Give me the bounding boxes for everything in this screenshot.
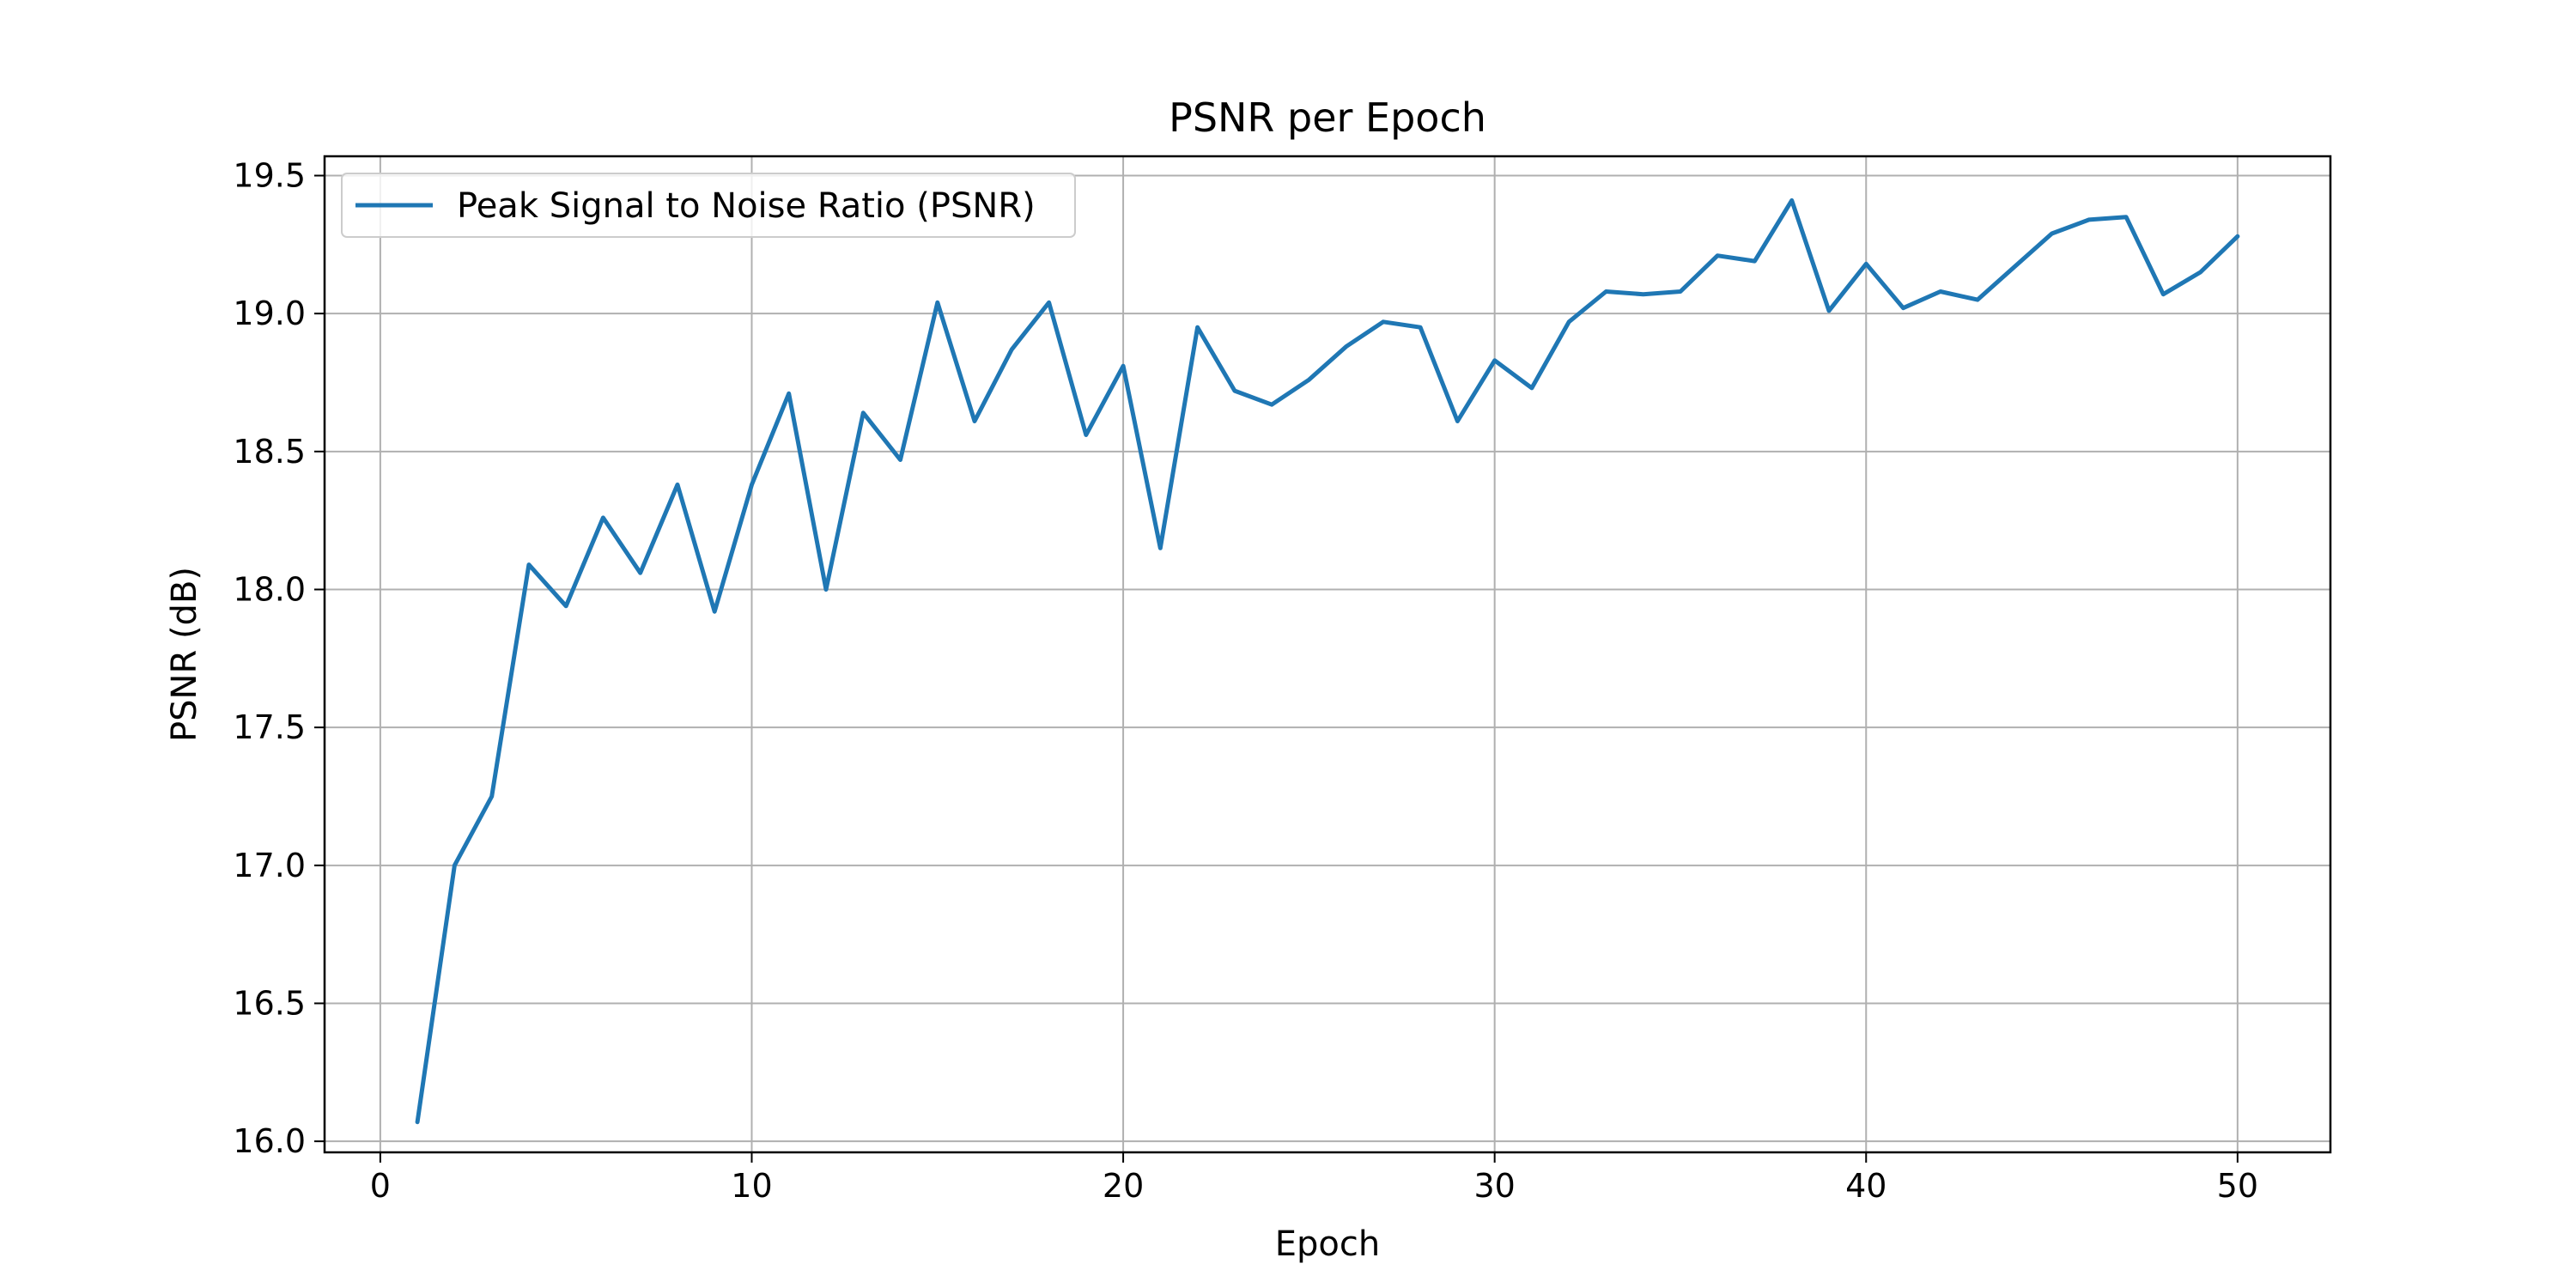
chart-title: PSNR per Epoch: [1169, 94, 1486, 141]
x-tick-label: 30: [1473, 1167, 1515, 1205]
y-tick-label: 18.0: [233, 570, 306, 608]
x-tick-label: 20: [1103, 1167, 1144, 1205]
y-ticks: 16.0 16.5 17.0 17.5 18.0 18.5 19.0 19.5: [233, 156, 325, 1160]
y-tick-label: 17.0: [233, 847, 306, 884]
x-axis-label: Epoch: [1275, 1224, 1380, 1264]
y-tick-label: 17.5: [233, 708, 306, 746]
x-ticks: 0 10 20 30 40 50: [370, 1152, 2258, 1205]
legend: Peak Signal to Noise Ratio (PSNR): [341, 173, 1076, 238]
y-tick-label: 16.0: [233, 1122, 306, 1160]
x-tick-label: 40: [1845, 1167, 1886, 1205]
plot-frame: [323, 155, 2332, 1154]
psnr-series-line: [415, 197, 2240, 1125]
x-tick-label: 0: [370, 1167, 391, 1205]
y-tick-label: 19.5: [233, 156, 306, 194]
grid-lines: [325, 156, 2330, 1152]
x-tick-label: 50: [2217, 1167, 2258, 1205]
y-axis-label: PSNR (dB): [165, 567, 204, 742]
series-lines: [415, 197, 2240, 1125]
y-tick-label: 16.5: [233, 984, 306, 1022]
legend-box: [341, 173, 1076, 238]
y-tick-label: 18.5: [233, 433, 306, 471]
y-tick-label: 19.0: [233, 295, 306, 332]
legend-label: Peak Signal to Noise Ratio (PSNR): [457, 186, 1036, 226]
x-tick-label: 10: [731, 1167, 772, 1205]
